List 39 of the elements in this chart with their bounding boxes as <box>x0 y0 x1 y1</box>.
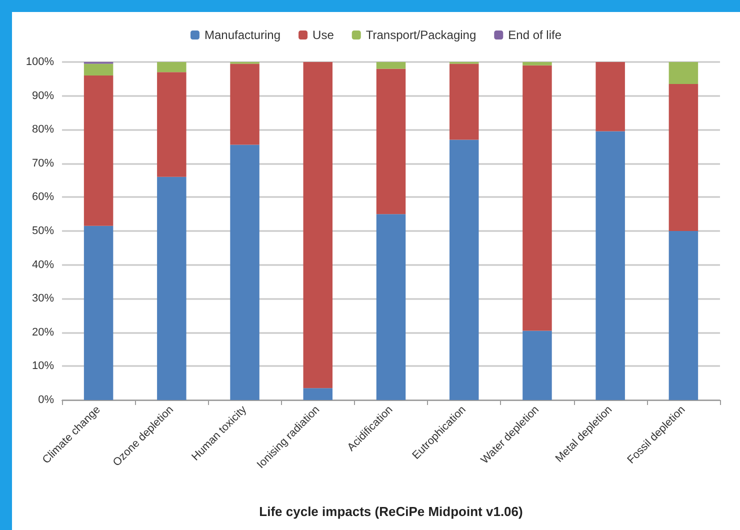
bar <box>230 144 260 400</box>
bar <box>596 131 625 400</box>
y-tick-label: 10% <box>32 360 54 372</box>
y-tick-label: 40% <box>32 258 54 271</box>
y-tick-label: 80% <box>32 124 54 136</box>
bar <box>84 64 114 76</box>
bar <box>522 330 552 400</box>
bar <box>157 176 186 400</box>
bar <box>84 76 114 226</box>
bar <box>668 84 698 231</box>
bar <box>84 226 114 400</box>
bar <box>668 62 698 84</box>
bar <box>596 62 625 132</box>
x-axis-title: Life cycle impacts (ReCiPe Midpoint v1.06) <box>259 504 523 519</box>
y-tick-label: 100% <box>26 56 54 68</box>
y-tick-label: 70% <box>32 157 54 170</box>
y-tick-label: 50% <box>32 225 54 237</box>
bar <box>303 388 333 400</box>
bar <box>668 231 698 400</box>
bar <box>449 140 479 400</box>
bar <box>230 64 260 145</box>
bar <box>303 62 333 388</box>
bar <box>157 72 186 177</box>
bar <box>522 65 552 331</box>
legend-label: Manufacturing <box>204 28 281 42</box>
bar <box>157 62 186 72</box>
y-tick-label: 90% <box>32 90 54 102</box>
y-tick-label: 30% <box>32 292 54 305</box>
bar <box>376 62 406 69</box>
legend-label: End of life <box>508 28 562 42</box>
bar <box>449 64 479 140</box>
y-tick-label: 60% <box>32 191 54 204</box>
bar <box>376 68 406 214</box>
legend-label: Transport/Packaging <box>366 28 476 42</box>
legend-label: Use <box>312 28 334 42</box>
bar <box>376 214 406 400</box>
y-tick-label: 0% <box>38 394 54 406</box>
y-tick-label: 20% <box>32 326 54 338</box>
bar <box>522 62 552 66</box>
